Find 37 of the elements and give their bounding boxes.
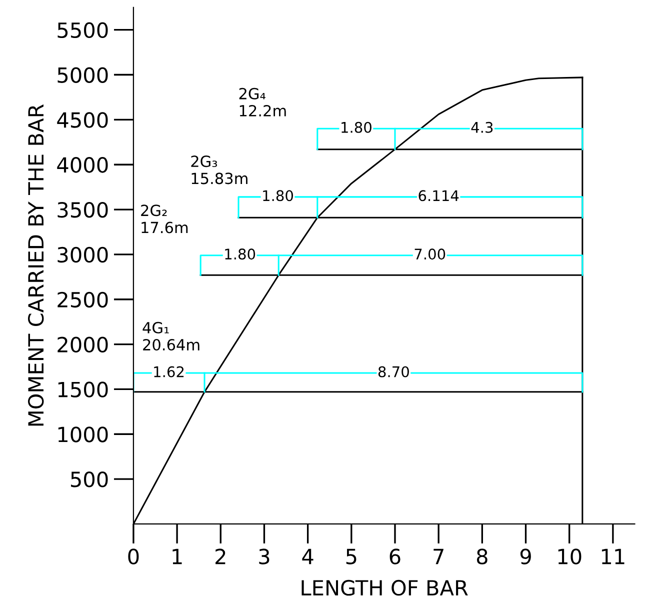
annotation: 8.70 [378, 366, 409, 378]
x-tick-label: 10 [558, 548, 582, 564]
y-tick-label: 5500 [58, 22, 108, 38]
y-tick-label: 2000 [58, 336, 108, 353]
y-tick-label: 4500 [57, 112, 108, 128]
annotation: 2G₄ 12.2m [239, 88, 286, 116]
y-tick-label: 4000 [57, 157, 108, 173]
y-tick-label: 1000 [58, 426, 108, 442]
x-tick-label: 9 [520, 548, 531, 564]
y-tick-label: 1500 [58, 382, 108, 398]
x-tick-label: 6 [390, 548, 400, 564]
annotation: 1.80 [263, 190, 293, 202]
x-tick-label: 3 [259, 548, 270, 564]
annotation: 1.80 [342, 122, 372, 133]
y-tick-label: 2500 [58, 292, 108, 308]
y-tick-label: 3000 [58, 246, 108, 263]
x-tick-label: 8 [476, 548, 488, 564]
annotation: 1.80 [225, 248, 256, 260]
annotation: 1.62 [154, 366, 184, 378]
x-tick-label: 11 [602, 548, 624, 564]
annotation: 7.00 [414, 248, 446, 260]
y-tick-label: 500 [70, 472, 108, 488]
annotation: 4G₁ 20.64m [142, 322, 200, 351]
annotation: 2G₂ 17.6m [141, 204, 188, 234]
y-axis-title: MOMENT CARRIED BY THE BAR [28, 104, 44, 426]
annotation: 4.3 [471, 122, 493, 133]
x-tick-label: 7 [434, 548, 444, 564]
x-tick-label: 5 [346, 548, 356, 564]
x-tick-label: 0 [128, 548, 139, 564]
annotation: 2G₃ 15.83m [191, 156, 248, 184]
annotation: 6.114 [418, 190, 459, 202]
y-tick-label: 3500 [58, 202, 108, 218]
x-tick-label: 2 [216, 548, 226, 564]
x-tick-label: 1 [172, 548, 182, 564]
x-tick-label: 4 [302, 548, 314, 564]
y-tick-label: 5000 [58, 67, 108, 83]
x-axis-title: LENGTH OF BAR [302, 580, 468, 596]
